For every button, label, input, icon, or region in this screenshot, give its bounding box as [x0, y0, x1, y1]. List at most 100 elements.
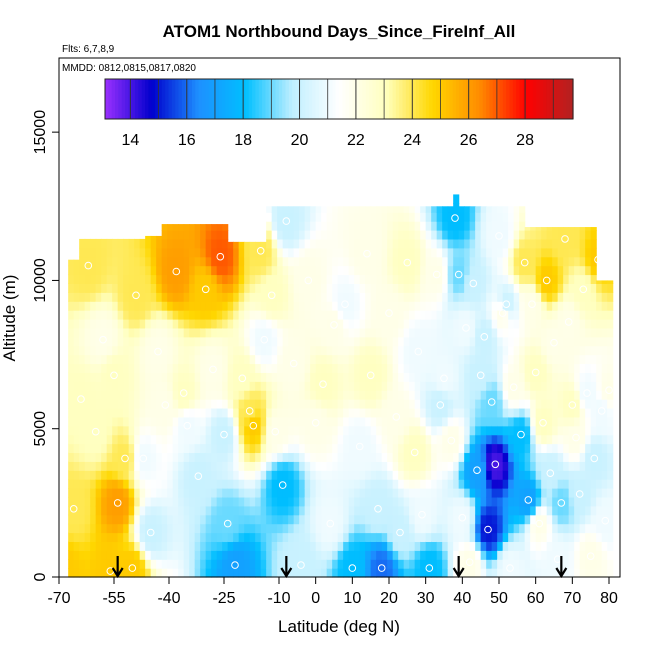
- heatmap-cell: [95, 399, 102, 409]
- heatmap-cell: [568, 407, 575, 418]
- heatmap-cell: [68, 443, 75, 454]
- heatmap-cell: [447, 523, 454, 534]
- heatmap-cell: [381, 443, 388, 454]
- heatmap-cell: [524, 505, 531, 516]
- heatmap-cell: [535, 354, 542, 365]
- colorbar-tick-label: 16: [178, 132, 196, 149]
- heatmap-cell: [128, 336, 135, 347]
- heatmap-cell: [601, 301, 608, 311]
- heatmap-cell: [387, 488, 394, 498]
- heatmap-cell: [282, 523, 289, 534]
- heatmap-cell: [458, 336, 465, 347]
- heatmap-cell: [288, 345, 295, 356]
- heatmap-cell: [365, 221, 372, 231]
- heatmap-cell: [497, 416, 504, 427]
- heatmap-cell: [508, 336, 515, 347]
- heatmap-cell: [590, 381, 597, 391]
- heatmap-cell: [508, 452, 515, 462]
- heatmap-cell: [205, 505, 212, 516]
- heatmap-cell: [332, 345, 339, 356]
- heatmap-cell: [156, 407, 163, 418]
- colorbar-segment: [191, 79, 196, 119]
- heatmap-cell: [161, 443, 168, 454]
- heatmap-cell: [524, 470, 531, 480]
- heatmap-cell: [530, 443, 537, 454]
- colorbar-segment: [379, 79, 384, 119]
- heatmap-cell: [112, 390, 119, 400]
- heatmap-cell: [106, 256, 113, 267]
- heatmap-cell: [156, 541, 163, 551]
- heatmap-cell: [436, 452, 443, 462]
- heatmap-cell: [244, 550, 251, 560]
- heatmap-cell: [139, 505, 146, 516]
- heatmap-cell: [134, 461, 141, 471]
- heatmap-cell: [249, 390, 256, 400]
- heatmap-cell: [552, 407, 559, 418]
- heatmap-cell: [414, 372, 421, 382]
- heatmap-cell: [458, 292, 465, 302]
- heatmap-cell: [480, 318, 487, 329]
- heatmap-cell: [249, 381, 256, 391]
- colorbar-segment: [235, 79, 240, 119]
- heatmap-cell: [414, 283, 421, 293]
- heatmap-cell: [112, 345, 119, 356]
- heatmap-cell: [128, 568, 135, 578]
- heatmap-cell: [211, 274, 218, 284]
- heatmap-cell: [464, 310, 471, 320]
- heatmap-cell: [337, 310, 344, 320]
- colorbar-segment: [181, 79, 186, 119]
- heatmap-cell: [420, 434, 427, 445]
- heatmap-cell: [546, 407, 553, 418]
- heatmap-cell: [84, 310, 91, 320]
- heatmap-cell: [585, 230, 592, 240]
- heatmap-cell: [233, 443, 240, 454]
- heatmap-cell: [128, 238, 135, 249]
- heatmap-cell: [128, 532, 135, 543]
- heatmap-cell: [101, 345, 108, 356]
- heatmap-cell: [431, 434, 438, 445]
- heatmap-cell: [436, 559, 443, 569]
- heatmap-cell: [106, 434, 113, 445]
- heatmap-cell: [425, 425, 432, 436]
- heatmap-cell: [590, 479, 597, 489]
- heatmap-cell: [447, 301, 454, 311]
- heatmap-cell: [304, 514, 311, 525]
- heatmap-cell: [557, 354, 564, 365]
- sample-point: [425, 564, 434, 572]
- heatmap-cell: [337, 461, 344, 471]
- heatmap-cell: [134, 443, 141, 454]
- heatmap-cell: [337, 488, 344, 498]
- heatmap-cell: [508, 568, 515, 578]
- heatmap-cell: [321, 310, 328, 320]
- heatmap-cell: [299, 390, 306, 400]
- heatmap-cell: [464, 488, 471, 498]
- heatmap-cell: [293, 425, 300, 436]
- heatmap-cell: [398, 505, 405, 516]
- heatmap-cell: [563, 523, 570, 534]
- heatmap-cell: [370, 381, 377, 391]
- heatmap-cell: [222, 354, 229, 365]
- heatmap-cell: [123, 479, 130, 489]
- heatmap-cell: [205, 265, 212, 276]
- heatmap-cell: [502, 434, 509, 445]
- heatmap-cell: [585, 550, 592, 560]
- heatmap-cell: [469, 327, 476, 338]
- heatmap-cell: [563, 434, 570, 445]
- heatmap-cell: [332, 230, 339, 240]
- heatmap-cell: [299, 318, 306, 329]
- heatmap-cell: [442, 425, 449, 436]
- heatmap-cell: [552, 265, 559, 276]
- sample-point: [495, 232, 503, 240]
- heatmap-cell: [343, 238, 350, 249]
- heatmap-cell: [365, 416, 372, 427]
- heatmap-cell: [376, 434, 383, 445]
- heatmap-cell: [68, 372, 75, 382]
- heatmap-cell: [359, 274, 366, 284]
- heatmap-cell: [266, 416, 273, 427]
- heatmap-cell: [513, 301, 520, 311]
- heatmap-cell: [79, 238, 86, 249]
- heatmap-cell: [244, 283, 251, 293]
- heatmap-cell: [387, 443, 394, 454]
- heatmap-cell: [596, 381, 603, 391]
